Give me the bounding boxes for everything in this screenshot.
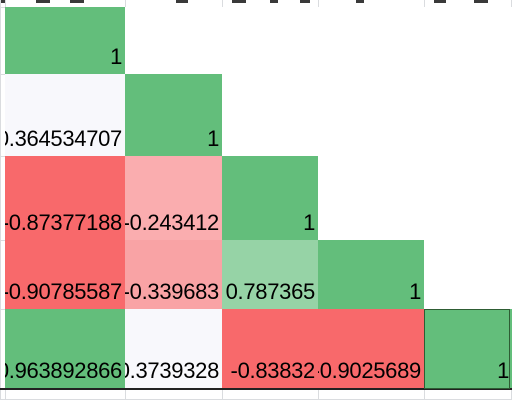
cropped-header-fragment (300, 0, 310, 3)
matrix-cell-r2-c2[interactable]: 1 (125, 74, 222, 156)
cropped-header-fragment (232, 0, 246, 3)
table-bottom-border (0, 388, 512, 390)
matrix-cell-r1-c4[interactable] (318, 7, 424, 74)
cropped-header-fragment (0, 0, 6, 3)
cropped-header-row (0, 0, 512, 7)
matrix-cell-r1-c2[interactable] (125, 7, 222, 74)
matrix-cell-r4-c1[interactable]: -0.90785587 (5, 240, 125, 309)
matrix-cell-r5-c2[interactable]: 0.3739328 (125, 309, 222, 388)
cropped-header-fragment (176, 0, 188, 3)
matrix-cell-r1-c5[interactable] (424, 7, 512, 74)
cropped-header-fragment (270, 0, 278, 3)
matrix-cell-r4-c5[interactable] (424, 240, 512, 309)
matrix-cell-r3-c1[interactable]: -0.87377188 (5, 156, 125, 240)
matrix-cell-r3-c4[interactable] (318, 156, 424, 240)
matrix-cell-r2-c3[interactable] (222, 74, 318, 156)
matrix-cell-r5-c1[interactable]: 0.963892866 (5, 309, 125, 388)
cropped-header-fragment (434, 0, 446, 3)
matrix-cell-r5-c3[interactable]: -0.83832 (222, 309, 318, 388)
matrix-cell-r3-c2[interactable]: -0.243412 (125, 156, 222, 240)
matrix-cell-r2-c5[interactable] (424, 74, 512, 156)
gridline-vertical (0, 0, 1, 400)
matrix-cell-r1-c1[interactable]: 1 (5, 7, 125, 74)
matrix-cell-r3-c3[interactable]: 1 (222, 156, 318, 240)
cropped-header-fragment (70, 0, 84, 3)
matrix-cell-r4-c4[interactable]: 1 (318, 240, 424, 309)
cropped-header-fragment (474, 0, 488, 3)
matrix-cell-r4-c3[interactable]: 0.787365 (222, 240, 318, 309)
matrix-cell-r3-c5[interactable] (424, 156, 512, 240)
matrix-cell-r5-c5[interactable]: 1 (424, 309, 512, 388)
matrix-cell-r2-c1[interactable]: 0.364534707 (5, 74, 125, 156)
matrix-cell-r5-c4[interactable]: -0.9025689 (318, 309, 424, 388)
matrix-cell-r2-c4[interactable] (318, 74, 424, 156)
matrix-cell-r4-c2[interactable]: -0.339683 (125, 240, 222, 309)
matrix-cell-r1-c3[interactable] (222, 7, 318, 74)
cropped-header-fragment (356, 0, 364, 3)
cropped-header-fragment (36, 0, 50, 3)
